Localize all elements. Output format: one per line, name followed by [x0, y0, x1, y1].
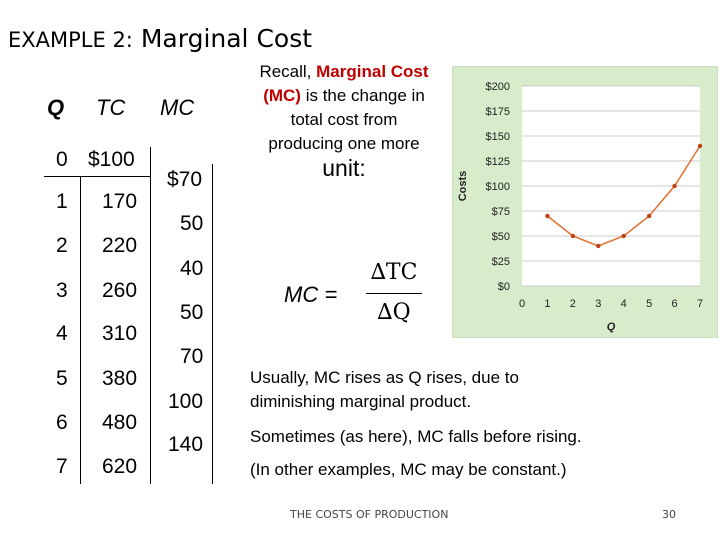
y-tick-label: $100 [486, 181, 510, 193]
y-tick-label: $50 [492, 231, 510, 243]
row-q: 0 [56, 148, 68, 171]
recall-unit: unit: [322, 155, 366, 181]
mc-data-point [646, 213, 652, 219]
x-tick-label: 6 [672, 298, 678, 310]
row-q: 5 [56, 367, 68, 390]
table-divider-mc [212, 164, 213, 484]
x-tick-label: 7 [697, 298, 703, 310]
footer-text: THE COSTS OF PRODUCTION [290, 508, 449, 521]
x-tick-label: 4 [621, 298, 627, 310]
mc-value: 70 [180, 345, 204, 368]
table-divider-tc [150, 147, 151, 484]
x-tick-label: 1 [544, 298, 550, 310]
mc-value: $70 [167, 168, 203, 191]
y-tick-label: $175 [486, 106, 510, 118]
row-tc: 620 [102, 455, 138, 478]
x-tick-label: 0 [519, 298, 525, 310]
mc-data-point [621, 233, 626, 239]
row-tc: 170 [102, 190, 138, 213]
row-q: 4 [56, 322, 68, 345]
title-prefix: EXAMPLE 2: [8, 28, 133, 52]
y-tick-label: $150 [486, 131, 510, 143]
header-q: Q [47, 95, 65, 120]
note-constant: (In other examples, MC may be constant.) [250, 460, 567, 479]
mc-data-point [545, 213, 550, 219]
y-tick-label: $75 [492, 206, 510, 218]
y-tick-label: $0 [498, 281, 510, 293]
mc-chart: $0 $25 $50 $75 $100 $125 $150 $175 $200 0 1 2 3 4 5 6 7 Q… [452, 66, 718, 338]
page-title: EXAMPLE 2: Marginal Cost [8, 24, 312, 53]
mc-data-point [697, 143, 703, 149]
y-axis-label: Costs [457, 171, 469, 202]
recall-body: is the change in total cost from produci… [268, 86, 425, 153]
row-q: 6 [56, 411, 68, 434]
mc-value: 50 [180, 301, 204, 324]
y-tick-label: $125 [486, 156, 510, 168]
row-tc: 380 [102, 367, 138, 390]
x-tick-label: 5 [646, 298, 652, 310]
title-main: Marginal Cost [140, 24, 313, 53]
mc-data-point [570, 233, 576, 239]
formula-lhs: MC = [284, 282, 338, 307]
row-q: 2 [56, 234, 68, 257]
formula-numerator: ∆TC [370, 260, 418, 285]
row-tc: $100 [88, 148, 135, 171]
mc-data-point [672, 183, 677, 189]
y-tick-label: $25 [492, 256, 510, 268]
recall-term: Marginal Cost (MC) [263, 62, 429, 105]
note-usually: Usually, MC rises as Q rises, due to dim… [250, 368, 519, 411]
formula-fraction-bar [366, 293, 422, 294]
mc-value: 40 [180, 257, 204, 280]
mc-value: 100 [168, 390, 204, 413]
mc-value: 140 [168, 433, 204, 456]
row-tc: 220 [102, 234, 138, 257]
x-tick-label: 3 [595, 298, 601, 310]
x-tick-label: 2 [570, 298, 576, 310]
formula-denominator: ∆Q [377, 300, 411, 325]
recall-definition: Recall, Marginal Cost (MC) is the change… [258, 60, 430, 183]
recall-intro: Recall, [259, 62, 312, 81]
row-q: 3 [56, 279, 68, 302]
table-divider-q [80, 176, 81, 484]
page-number: 30 [662, 508, 676, 521]
note-sometimes: Sometimes (as here), MC falls before ris… [250, 427, 582, 446]
row-tc: 260 [102, 279, 138, 302]
header-mc: MC [160, 95, 195, 120]
mc-value: 50 [180, 212, 204, 235]
row-tc: 480 [102, 411, 138, 434]
row-tc: 310 [102, 322, 138, 345]
y-tick-label: $200 [486, 81, 510, 93]
mc-data-point [596, 243, 601, 249]
row-q: 1 [56, 190, 68, 213]
x-axis-label: Q [607, 321, 616, 333]
table-rule [44, 176, 150, 177]
header-tc: TC [96, 95, 126, 120]
row-q: 7 [56, 455, 68, 478]
